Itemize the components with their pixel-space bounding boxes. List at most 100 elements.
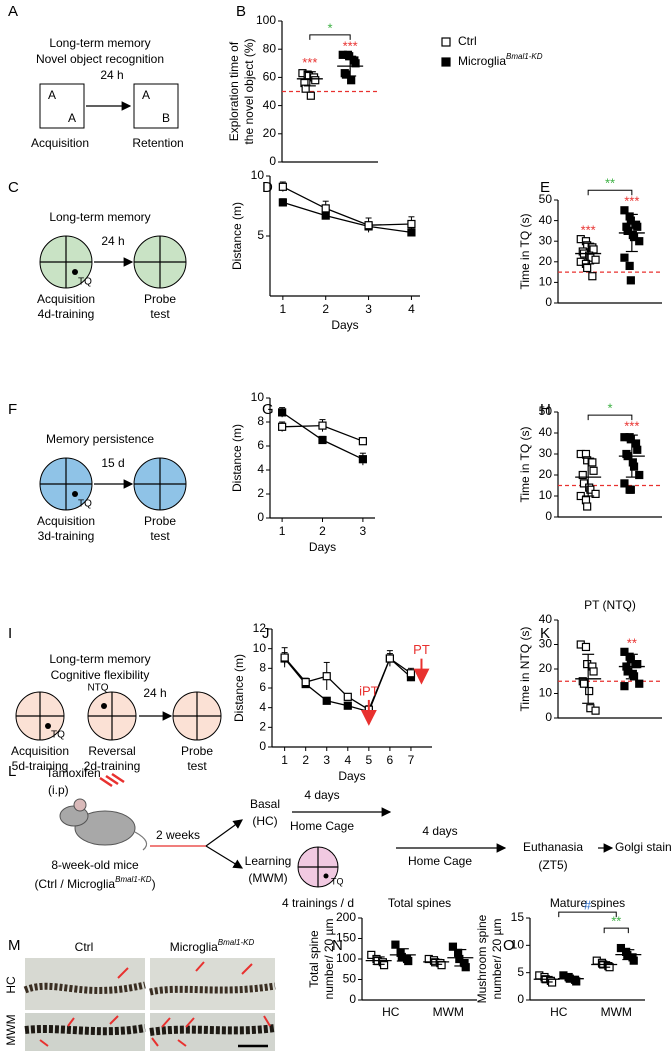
- marker: [318, 421, 327, 430]
- quadrants: [298, 847, 338, 887]
- y-tick-label: 0: [545, 710, 552, 724]
- x-axis-label: Days: [309, 540, 336, 554]
- marker: [633, 445, 642, 454]
- y-tick-label: 200: [336, 910, 356, 924]
- marker: [406, 669, 416, 678]
- dendrite: [23, 981, 146, 994]
- diagram-text: 4 trainings / d: [282, 896, 354, 910]
- diagram-text: Long-term memory: [49, 210, 150, 224]
- platform: [323, 873, 329, 879]
- y-axis-label: number/ 20 µm: [490, 919, 504, 1000]
- mouse: [74, 810, 136, 846]
- marker: [583, 502, 592, 511]
- diagram-text: 24 h: [143, 686, 166, 700]
- significance: **: [611, 914, 621, 929]
- marker: [318, 435, 327, 445]
- y-axis-label: number/ 20 µm: [322, 919, 336, 1000]
- diagram-c: Long-term memory TQ 24 h Acquisition 4d-…: [37, 210, 187, 321]
- significance: ***: [624, 419, 639, 434]
- significance-bracket: [587, 189, 633, 196]
- diagram-text: Golgi staining: [615, 840, 672, 854]
- marker: [588, 458, 597, 467]
- quadrants: [134, 236, 186, 288]
- legend-label: Microglia: [458, 54, 506, 68]
- series-line: [282, 186, 412, 226]
- diagram-text: 3d-training: [38, 529, 95, 543]
- y-tick-label: 0: [349, 992, 356, 1006]
- marker: [278, 422, 287, 431]
- marker: [358, 455, 367, 464]
- y-axis-label: Exploration time of: [227, 41, 241, 141]
- significance: ***: [343, 38, 358, 53]
- marker: [391, 940, 400, 949]
- diagram-text: Acquisition: [37, 514, 95, 528]
- diagram-text: test: [150, 529, 170, 543]
- y-tick-label: 10: [539, 488, 553, 502]
- marker: [301, 677, 310, 687]
- marker: [620, 479, 629, 488]
- y-tick-label: 8: [257, 414, 264, 428]
- x-tick-label: 3: [365, 302, 372, 316]
- y-tick-label: 10: [251, 390, 265, 404]
- diagram-text: (Ctrl / MicrogliaBmal1-KD): [34, 875, 155, 891]
- diagram-text: Long-term memory: [49, 652, 150, 666]
- column-label: MicrogliaBmal1-KD: [170, 938, 255, 954]
- significance-bracket: [309, 34, 351, 40]
- diagram-text: test: [187, 759, 207, 773]
- chart-title: Total spines: [388, 896, 451, 910]
- marker: [306, 91, 315, 100]
- significance: *: [607, 401, 612, 416]
- marker: [311, 76, 320, 85]
- significance: **: [605, 176, 615, 191]
- marker: [322, 672, 331, 681]
- x-axis-label: Days: [338, 769, 365, 783]
- diagram-text: Acquisition: [31, 136, 89, 150]
- panel-label: O: [503, 937, 515, 954]
- diagram-text: (Ctrl / Microglia: [34, 877, 115, 891]
- arrow: [205, 819, 243, 847]
- quadrants: [40, 236, 92, 288]
- panel-label: G: [262, 401, 274, 418]
- diagram-f: Memory persistence TQ 15 d Acquisition 3…: [37, 432, 187, 543]
- y-tick-label: 50: [343, 972, 357, 986]
- x-tick-label: 1: [279, 524, 286, 538]
- panel-labels: A B C D E F G H I J K L M N O: [8, 3, 551, 954]
- marker: [278, 408, 287, 417]
- y-axis-label: Time in TQ (s): [518, 426, 532, 502]
- significance: #: [584, 898, 592, 913]
- marker: [626, 485, 635, 494]
- diagram-text: Cognitive flexibility: [51, 668, 150, 682]
- micrograph: [25, 958, 145, 1010]
- marker: [591, 706, 600, 715]
- diagram-text: Acquisition: [37, 292, 95, 306]
- marker: [635, 237, 644, 246]
- x-tick-label: 7: [408, 753, 415, 767]
- y-tick-label: 2: [259, 720, 266, 734]
- y-tick-label: 12: [253, 621, 267, 635]
- diagram-text: TQ: [331, 876, 344, 886]
- significance: **: [627, 635, 637, 650]
- y-tick-label: 10: [253, 641, 267, 655]
- y-tick-label: 4: [257, 462, 264, 476]
- panel-label: C: [8, 179, 19, 196]
- panel-label: B: [236, 3, 246, 20]
- diagram-text: Basal: [250, 797, 280, 811]
- annotation: iPT: [359, 683, 379, 698]
- panel-label: J: [262, 625, 270, 642]
- significance: ***: [302, 55, 317, 70]
- panel-label: D: [262, 179, 273, 196]
- y-tick-label: 8: [259, 661, 266, 675]
- marker: [635, 470, 644, 480]
- diagram-text: Euthanasia: [523, 840, 583, 854]
- significance-bracket: [603, 927, 629, 934]
- legend-label: Ctrl: [458, 34, 477, 48]
- x-tick-label: MWM: [433, 1005, 464, 1019]
- diagram-text: Home Cage: [290, 819, 354, 833]
- x-tick-label: 2: [319, 524, 326, 538]
- mouse-tail: [134, 831, 148, 851]
- x-tick-label: HC: [382, 1005, 400, 1019]
- y-tick-label: 40: [539, 425, 553, 439]
- arrow: [205, 845, 244, 869]
- y-tick-label: 40: [263, 98, 277, 112]
- marker: [579, 679, 589, 688]
